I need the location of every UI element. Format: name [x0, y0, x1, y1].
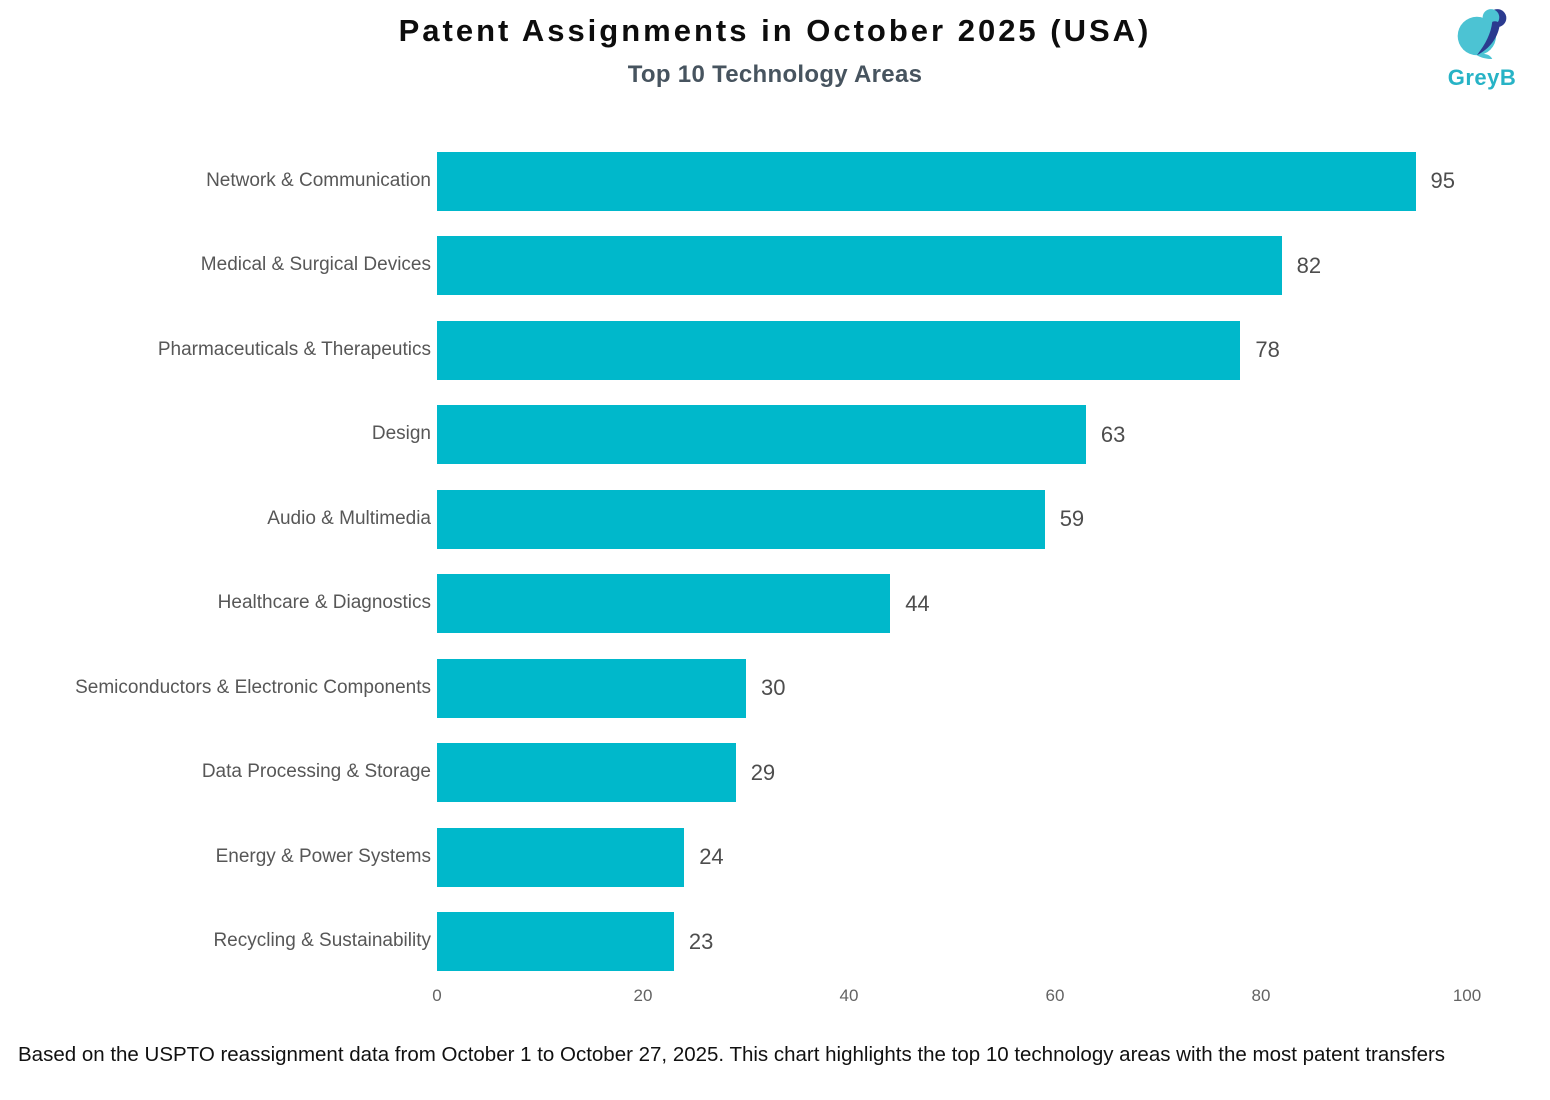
- greyb-logo-icon: [1457, 9, 1507, 60]
- x-axis-tick-label: 80: [1251, 986, 1271, 1005]
- bar: [437, 405, 1086, 465]
- bar-chart: Network & Communication 95 Medical & Surgi…: [0, 139, 1550, 984]
- category-label: Audio & Multimedia: [267, 507, 431, 529]
- bar-row: Semiconductors & Electronic Components 30: [0, 646, 1550, 731]
- category-label: Medical & Surgical Devices: [200, 254, 431, 276]
- bar-row: Design 63: [0, 393, 1550, 478]
- bar-row: Healthcare & Diagnostics 44: [0, 562, 1550, 647]
- category-label: Network & Communication: [206, 169, 431, 191]
- bar: [437, 489, 1045, 549]
- bar-row: Audio & Multimedia 59: [0, 477, 1550, 562]
- x-axis-tick-label: 40: [839, 986, 859, 1005]
- x-axis-tick-label: 20: [633, 986, 653, 1005]
- bar: [437, 236, 1282, 296]
- value-label: 59: [1059, 506, 1085, 532]
- category-label: Data Processing & Storage: [201, 761, 431, 783]
- bar-row: Network & Communication 95: [0, 139, 1550, 224]
- category-label: Design: [371, 423, 431, 445]
- bar: [437, 151, 1416, 211]
- footer-note: Based on the USPTO reassignment data fro…: [18, 1043, 1446, 1066]
- category-label: Semiconductors & Electronic Components: [75, 676, 431, 698]
- bar-row: Medical & Surgical Devices 82: [0, 224, 1550, 309]
- category-label: Healthcare & Diagnostics: [217, 592, 431, 614]
- x-axis-tick-label: 60: [1045, 986, 1065, 1005]
- category-label: Recycling & Sustainability: [213, 930, 431, 952]
- value-label: 78: [1255, 337, 1280, 363]
- chart-subtitle: Top 10 Technology Areas: [627, 61, 923, 88]
- value-label: 23: [688, 928, 714, 954]
- chart-title: Patent Assignments in October 2025 (USA): [398, 13, 1152, 48]
- bar: [437, 658, 746, 718]
- bar: [437, 827, 685, 887]
- category-label: Pharmaceuticals & Therapeutics: [157, 338, 431, 360]
- value-label: 82: [1296, 252, 1322, 278]
- value-label: 44: [905, 590, 930, 616]
- category-label: Energy & Power Systems: [215, 845, 431, 867]
- bar: [437, 912, 674, 972]
- bar-row: Data Processing & Storage 29: [0, 731, 1550, 816]
- value-label: 95: [1430, 168, 1455, 194]
- bar: [437, 320, 1241, 380]
- greyb-logo: GreyB: [1436, 4, 1528, 91]
- greyb-wordmark: GreyB: [1447, 65, 1517, 90]
- value-label: 24: [699, 844, 724, 870]
- value-label: 29: [750, 759, 776, 785]
- x-axis-tick-label: 100: [1452, 986, 1482, 1005]
- bar: [437, 574, 891, 634]
- x-axis: 0 20 40 60 80 100: [432, 984, 1481, 1010]
- bar: [437, 743, 736, 803]
- value-label: 63: [1100, 421, 1126, 447]
- bar-row: Pharmaceuticals & Therapeutics 78: [0, 308, 1550, 393]
- value-label: 30: [761, 675, 786, 701]
- x-axis-tick-label: 0: [432, 986, 442, 1005]
- bar-row: Recycling & Sustainability 23: [0, 900, 1550, 985]
- bar-row: Energy & Power Systems 24: [0, 815, 1550, 900]
